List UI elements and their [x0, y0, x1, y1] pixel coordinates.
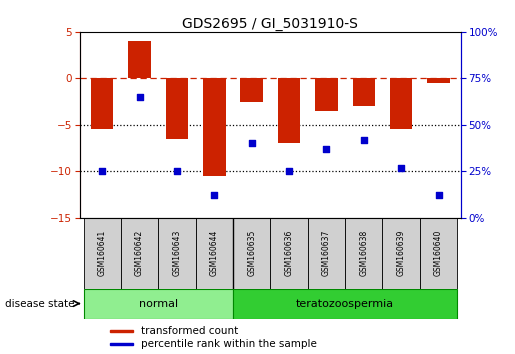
Bar [110, 330, 133, 332]
Bar [166, 78, 188, 139]
Text: GSM160643: GSM160643 [173, 230, 181, 276]
Point [322, 146, 331, 152]
Bar [110, 343, 133, 345]
Text: teratozoospermia: teratozoospermia [296, 298, 394, 309]
Text: disease state: disease state [5, 298, 75, 309]
Text: GSM160639: GSM160639 [397, 230, 406, 276]
Point [173, 169, 181, 174]
Text: GSM160640: GSM160640 [434, 230, 443, 276]
Text: percentile rank within the sample: percentile rank within the sample [141, 339, 317, 349]
Bar [383, 218, 420, 289]
Bar [427, 78, 450, 83]
Bar [353, 78, 375, 106]
Bar [308, 218, 345, 289]
Text: GSM160638: GSM160638 [359, 230, 368, 276]
Bar [233, 289, 457, 319]
Text: transformed count: transformed count [141, 326, 238, 336]
Point [248, 141, 256, 146]
Point [98, 169, 107, 174]
Bar [203, 78, 226, 176]
Bar [121, 218, 158, 289]
Bar [196, 218, 233, 289]
Bar [158, 218, 196, 289]
Point [359, 137, 368, 142]
Text: GSM160642: GSM160642 [135, 230, 144, 276]
Bar [315, 78, 338, 111]
Bar [128, 41, 151, 78]
Text: GSM160644: GSM160644 [210, 230, 219, 276]
Text: GSM160635: GSM160635 [247, 230, 256, 276]
Bar [241, 78, 263, 102]
Bar [83, 218, 121, 289]
Bar [278, 78, 300, 143]
Point [210, 193, 218, 198]
Bar [390, 78, 413, 130]
Text: GSM160637: GSM160637 [322, 230, 331, 276]
Bar [83, 289, 233, 319]
Text: GSM160641: GSM160641 [98, 230, 107, 276]
Title: GDS2695 / GI_5031910-S: GDS2695 / GI_5031910-S [182, 17, 358, 31]
Bar [91, 78, 113, 130]
Bar [420, 218, 457, 289]
Text: GSM160636: GSM160636 [285, 230, 294, 276]
Bar [270, 218, 308, 289]
Point [285, 169, 293, 174]
Text: normal: normal [139, 298, 178, 309]
Point [135, 94, 144, 100]
Bar [233, 218, 270, 289]
Point [397, 165, 405, 170]
Bar [345, 218, 383, 289]
Point [434, 193, 442, 198]
